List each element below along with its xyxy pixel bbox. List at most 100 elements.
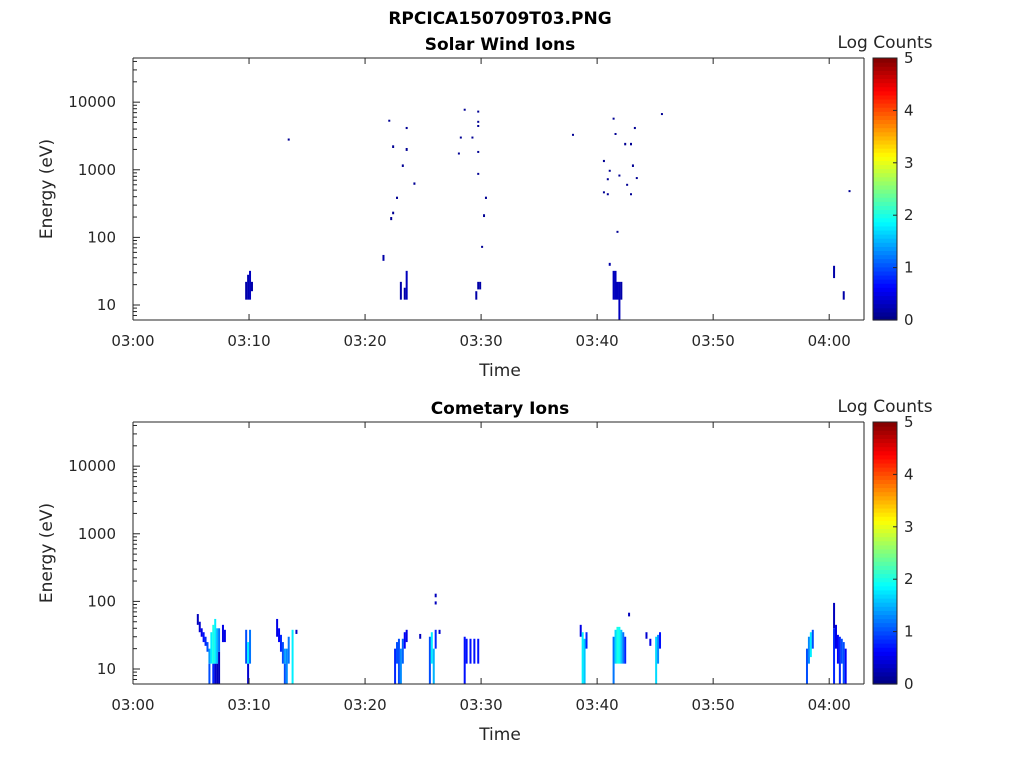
heatmap-cell — [473, 638, 476, 664]
x-tick-label: 03:20 — [343, 696, 386, 714]
colorbar-segment — [873, 593, 897, 599]
x-tick-label: 03:30 — [459, 332, 502, 350]
colorbar-segment — [873, 540, 897, 546]
colorbar-segment — [873, 213, 897, 219]
colorbar-segment — [873, 458, 897, 464]
heatmap-cell — [616, 230, 619, 233]
colorbar-tick-label: 1 — [904, 259, 914, 277]
heatmap-cell — [628, 612, 631, 617]
colorbar-segment — [873, 229, 897, 235]
heatmap-cell — [405, 629, 408, 643]
colorbar-frame — [872, 421, 898, 685]
heatmap-cell — [649, 638, 652, 646]
x-tick-label: 03:00 — [111, 332, 154, 350]
heatmap-cell — [477, 110, 480, 113]
colorbar-segment — [873, 217, 897, 223]
colorbar-segment — [873, 160, 897, 166]
heatmap-cell — [405, 147, 408, 151]
colorbar-segment — [873, 450, 897, 456]
colorbar-segment — [873, 238, 897, 243]
heatmap-cells — [245, 108, 851, 320]
colorbar-segment — [873, 209, 897, 215]
heatmap-cell — [434, 601, 437, 605]
colorbar-segment — [873, 234, 897, 239]
colorbar-segment — [873, 307, 897, 313]
colorbar-segment — [873, 193, 897, 198]
colorbar-segment — [873, 499, 897, 505]
heatmap-cell — [401, 164, 404, 167]
colorbar-segment — [873, 62, 897, 67]
heatmap-cell — [842, 291, 845, 300]
colorbar-tick-label: 2 — [904, 206, 914, 224]
heatmap-cell — [477, 638, 480, 664]
y-axis-label: Energy (eV) — [37, 503, 57, 603]
heatmap-cell — [635, 177, 638, 180]
figure-title: RPCICA150709T03.PNG — [388, 9, 611, 29]
heatmap-cell — [842, 642, 845, 684]
heatmap-cell — [250, 281, 253, 292]
heatmap-cell — [465, 638, 468, 664]
heatmap-cell — [396, 642, 399, 664]
heatmap-cell — [218, 651, 221, 684]
colorbar-segment — [873, 270, 897, 276]
colorbar-segment — [873, 520, 897, 525]
heatmap-cells — [196, 593, 847, 684]
colorbar-segment — [873, 503, 897, 509]
heatmap-cell — [216, 663, 219, 684]
colorbar-segment — [873, 156, 897, 161]
colorbar-segment — [873, 512, 897, 517]
heatmap-cell — [206, 642, 209, 652]
colorbar-segment — [873, 557, 897, 562]
colorbar-tick-label: 5 — [904, 49, 914, 67]
y-axis-label: Energy (eV) — [37, 139, 57, 239]
heatmap-cell — [477, 281, 480, 290]
colorbar-segment — [873, 274, 897, 280]
colorbar-segment — [873, 532, 897, 538]
x-axis-label: Time — [478, 725, 521, 745]
heatmap-cell — [477, 124, 480, 127]
heatmap-cell — [809, 632, 812, 658]
colorbar-segment — [873, 82, 897, 88]
colorbar-segment — [873, 197, 897, 202]
heatmap-cell — [208, 648, 211, 664]
x-tick-label: 03:00 — [111, 696, 154, 714]
y-tick-label: 10000 — [68, 93, 116, 111]
colorbar-segment — [873, 254, 897, 260]
heatmap-cell — [204, 636, 207, 646]
heatmap-cell — [245, 281, 248, 300]
x-tick-label: 03:20 — [343, 332, 386, 350]
colorbar-segment — [873, 618, 897, 624]
colorbar-segment — [873, 246, 897, 251]
heatmap-cell — [388, 119, 391, 122]
colorbar-tick-label: 3 — [904, 154, 914, 172]
heatmap-cell — [249, 629, 252, 664]
colorbar-segment — [873, 602, 897, 607]
colorbar-segment — [873, 454, 897, 460]
heatmap-cell — [833, 628, 836, 684]
heatmap-cell — [618, 281, 621, 320]
colorbar-segment — [873, 315, 897, 321]
colorbar-segment — [873, 180, 897, 186]
heatmap-cell — [278, 628, 281, 643]
x-tick-label: 03:10 — [227, 332, 270, 350]
heatmap-cell — [405, 126, 408, 130]
heatmap-cell — [612, 636, 615, 684]
colorbar-segment — [873, 561, 897, 566]
colorbar-segment — [873, 553, 897, 558]
y-tick-label: 10 — [97, 660, 116, 678]
heatmap-cell — [660, 113, 663, 116]
heatmap-cell — [612, 270, 615, 300]
colorbar-segment — [873, 647, 897, 652]
heatmap-cell — [279, 634, 282, 652]
heatmap-cell — [463, 108, 466, 111]
heatmap-cell — [833, 602, 836, 629]
colorbar-segment — [873, 111, 897, 116]
colorbar-segment — [873, 622, 897, 628]
colorbar-segment — [873, 659, 897, 665]
heatmap-cell — [214, 663, 217, 684]
heatmap-cell — [396, 196, 399, 199]
colorbar-segment — [873, 667, 897, 673]
heatmap-cell — [618, 626, 621, 664]
heatmap-cell — [212, 663, 215, 684]
colorbar-segment — [873, 589, 897, 595]
